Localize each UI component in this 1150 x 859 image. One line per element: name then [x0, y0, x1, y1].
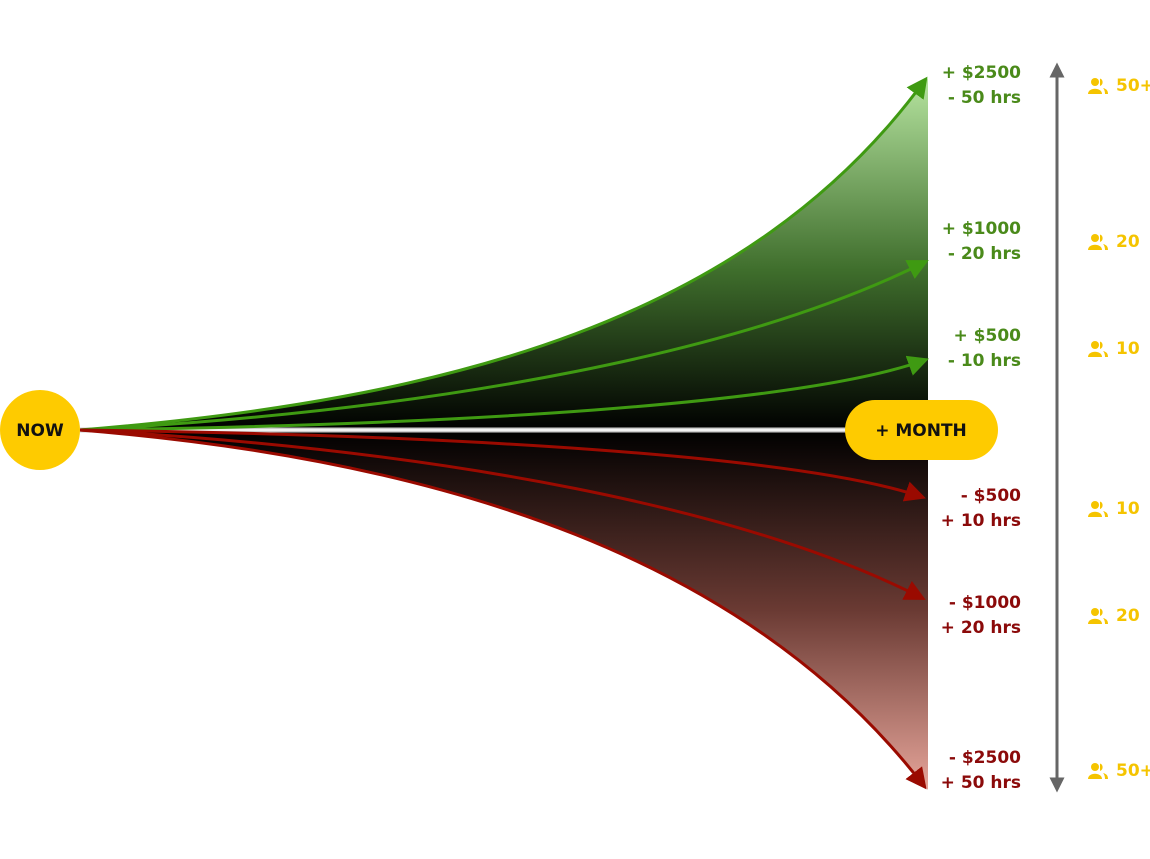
money-label: + $1000 — [942, 219, 1021, 239]
month-label: + MONTH — [875, 421, 967, 441]
people-icon — [1088, 608, 1108, 624]
money-label: - $500 — [961, 486, 1021, 506]
people-icon — [1088, 78, 1108, 94]
hours-label: - 10 hrs — [948, 351, 1021, 371]
money-label: - $1000 — [949, 593, 1021, 613]
now-label: NOW — [16, 421, 64, 441]
people-count: 10 — [1116, 339, 1140, 359]
people-count: 20 — [1116, 606, 1140, 626]
people-icon — [1088, 341, 1108, 357]
arrow — [79, 428, 927, 790]
people-count: 50+ — [1116, 76, 1150, 96]
hours-label: - 50 hrs — [948, 88, 1021, 108]
now-node — [0, 390, 80, 470]
people-icon — [1088, 234, 1108, 250]
hours-label: + 20 hrs — [941, 618, 1021, 638]
money-label: - $2500 — [949, 748, 1021, 768]
lower-fan — [80, 430, 928, 790]
people-count: 10 — [1116, 499, 1140, 519]
hours-label: + 10 hrs — [941, 511, 1021, 531]
arrow — [79, 428, 926, 600]
people-count: 20 — [1116, 232, 1140, 252]
people-icon — [1088, 501, 1108, 517]
month-node — [845, 400, 998, 460]
money-label: + $500 — [954, 326, 1022, 346]
money-label: + $2500 — [942, 63, 1021, 83]
hours-label: + 50 hrs — [941, 773, 1021, 793]
people-icon — [1088, 763, 1108, 779]
arrow — [79, 260, 929, 432]
hours-label: - 20 hrs — [948, 244, 1021, 264]
upper-fan — [80, 78, 928, 430]
arrow — [79, 76, 928, 432]
people-count: 50+ — [1116, 761, 1150, 781]
arrow — [79, 355, 929, 432]
arrow — [79, 428, 926, 502]
